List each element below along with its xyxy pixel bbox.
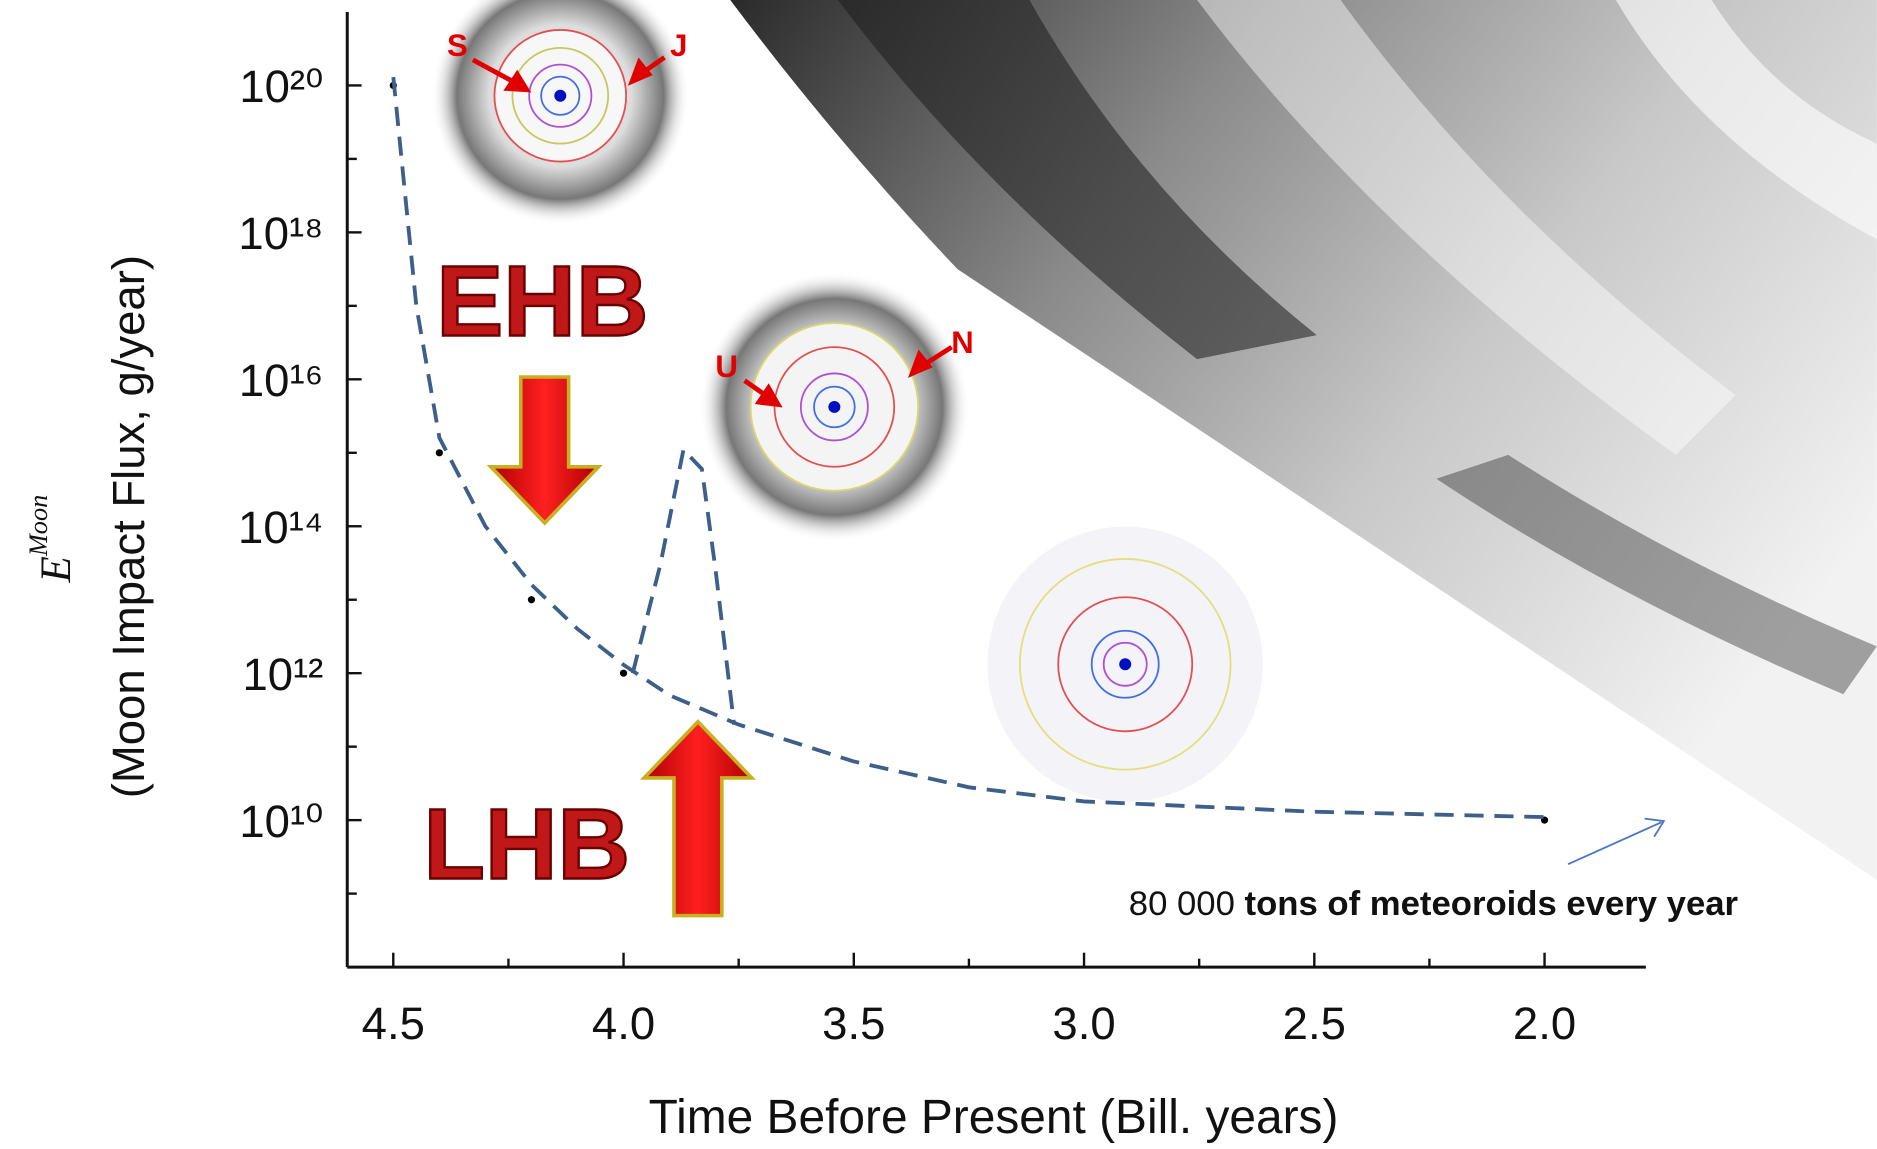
x-tick-label: 4.5	[362, 998, 425, 1049]
symbol: E	[33, 556, 80, 583]
note-number: 80 000	[1129, 885, 1235, 923]
y-tick-label: 10¹²	[242, 649, 323, 700]
ehb-label: EHB	[436, 245, 648, 357]
y-tick-label: 10¹⁶	[239, 355, 323, 406]
data-point	[436, 449, 443, 456]
orbit-disk	[431, 0, 690, 225]
y-tick-label: 10¹⁴	[238, 502, 323, 553]
x-tick-label: 2.0	[1513, 998, 1576, 1049]
y-axis-symbol: EMoon	[24, 495, 80, 584]
data-point	[528, 596, 535, 603]
x-tick-label: 3.0	[1052, 998, 1115, 1049]
y-axis-label: (Moon Impact Flux, g/year)	[103, 255, 154, 798]
orbit-disk	[699, 272, 969, 542]
note-text: tons of meteoroids every year	[1245, 885, 1739, 923]
ehb-arrow	[491, 377, 599, 523]
note-arrow	[1568, 822, 1661, 864]
planet-label: N	[951, 325, 973, 360]
planet-label: U	[715, 349, 737, 384]
orbit-disk	[988, 527, 1263, 802]
y-tick-label: 10²⁰	[239, 61, 323, 112]
note: 80 000 tons of meteoroids every year	[1129, 885, 1738, 923]
x-axis-label: Time Before Present (Bill. years)	[649, 1091, 1339, 1144]
planet-label: S	[447, 28, 468, 63]
chart: 10¹⁰ 10¹² 10¹⁴ 10¹⁶ 10¹⁸ 10²⁰ 4.5 4.0 3.5 3.0 2.5 2…	[0, 0, 1877, 1149]
symbol-superscript: Moon	[24, 495, 53, 557]
dashed-curve	[633, 450, 734, 725]
y-tick-label: 10¹⁸	[238, 208, 323, 259]
data-point	[620, 670, 627, 677]
y-tick-label: 10¹⁰	[239, 796, 323, 847]
x-tick-label: 4.0	[592, 998, 655, 1049]
x-tick-label: 2.5	[1283, 998, 1346, 1049]
page: {"chart_data":{ "type":"line", "xlabel":…	[0, 0, 1877, 1149]
lhb-arrow	[644, 722, 752, 916]
x-tick-label: 3.5	[822, 998, 885, 1049]
lhb-label: LHB	[423, 789, 630, 901]
planet-label: J	[670, 28, 687, 63]
